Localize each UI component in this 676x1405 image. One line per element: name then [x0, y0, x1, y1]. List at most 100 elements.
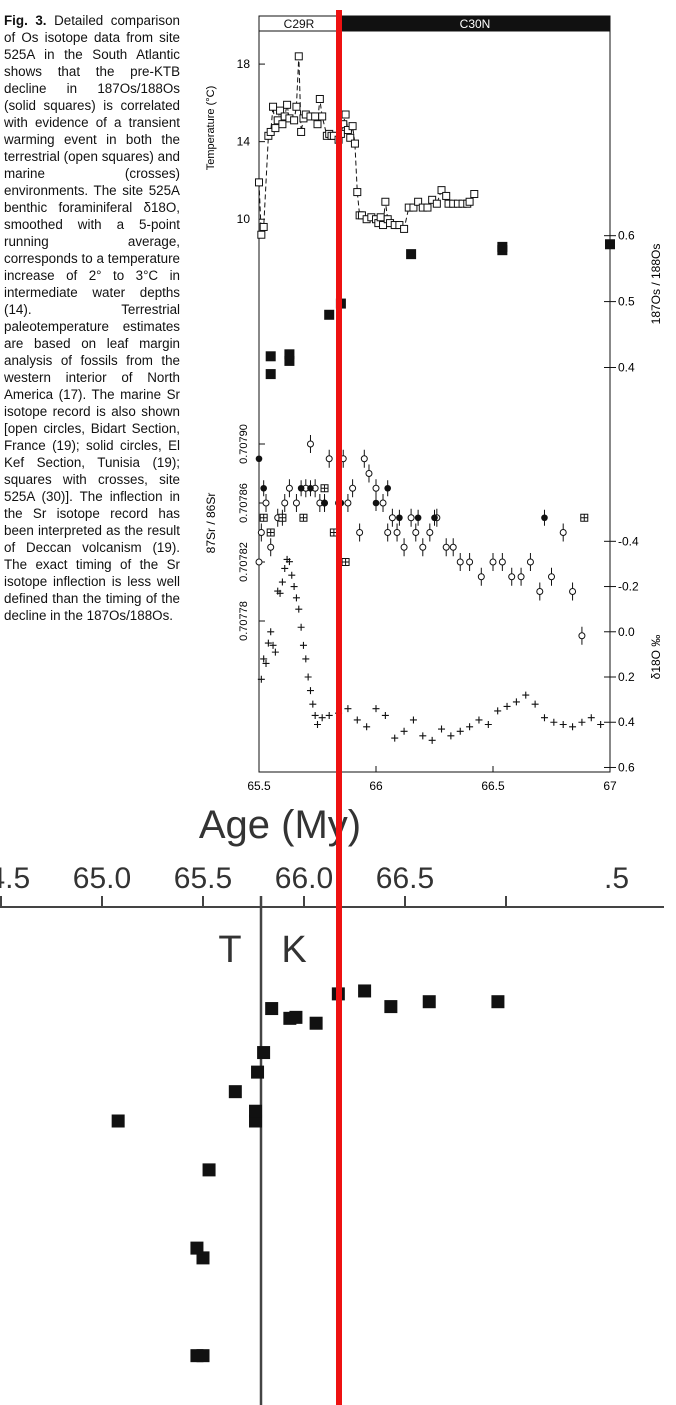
d18o-tick-label: 0.0	[618, 625, 635, 639]
sr-525a-cross	[267, 529, 275, 536]
lower-os-point	[309, 1016, 323, 1030]
sr-bidart-point	[281, 499, 289, 507]
sr-bidart-point	[407, 514, 415, 522]
terrestrial-temperature-point	[341, 110, 350, 119]
sr-bidart-point	[267, 543, 275, 551]
d18o-point	[381, 711, 389, 719]
terrestrial-temperature-point	[400, 224, 409, 233]
d18o-point	[475, 716, 483, 724]
sr-bidart-point	[517, 573, 525, 581]
upper-data	[255, 52, 615, 744]
lower-os-point	[196, 1349, 210, 1363]
d18o-tick-label: -0.2	[618, 580, 639, 594]
d18o-point	[288, 571, 296, 579]
d18o-point	[438, 725, 446, 733]
d18o-axis-label: δ18O ‰	[649, 635, 663, 680]
sr-bidart-point	[372, 484, 380, 492]
upper-axes: 65.5 66 66.5 67 18 14 10 0.6 0.5 0.4 0.70790 0.7078…	[237, 57, 639, 793]
d18o-tick-label: 0.6	[618, 760, 635, 774]
d18o-point	[267, 628, 275, 636]
sr-elkef-point	[321, 499, 328, 507]
terrestrial-temperature-point	[423, 203, 432, 212]
sr-bidart-point	[393, 529, 401, 536]
sr-bidart-point	[255, 558, 263, 566]
terrestrial-temperature-point	[313, 120, 322, 129]
lower-os-point	[202, 1163, 216, 1177]
d18o-point	[318, 714, 326, 722]
lower-x-tick-label: 65.5	[174, 862, 232, 895]
upper-plot-frame	[258, 15, 611, 773]
terrestrial-temperature-point	[315, 94, 324, 103]
terrestrial-temperature-point	[414, 197, 423, 206]
d18o-point	[522, 691, 530, 699]
sr-bidart-point	[442, 543, 450, 551]
lower-os-point	[111, 1114, 125, 1128]
terrestrial-temperature-point	[283, 100, 292, 109]
terrestrial-temperature-point	[353, 188, 362, 197]
d18o-point	[306, 687, 314, 695]
d18o-point	[295, 605, 303, 613]
d18o-point	[290, 583, 298, 591]
sr-bidart-point	[257, 529, 265, 536]
d18o-point	[587, 714, 595, 722]
x-tick-label: 66	[369, 779, 383, 793]
d18o-point	[540, 714, 548, 722]
caption-text: Detailed comparison of Os isotope data f…	[4, 13, 180, 623]
age-axis-title: Age (My)	[199, 803, 361, 847]
sr-elkef-point	[414, 514, 422, 522]
d18o-point	[281, 564, 289, 572]
lower-chart: Age (My) 64.5 65.0 65.5 66.0 66.5 .5 T K	[0, 803, 664, 1405]
d18o-point	[363, 723, 371, 731]
terrestrial-temperature-point	[470, 190, 479, 199]
lower-x-tick-label: .5	[604, 862, 629, 895]
lower-os-point	[358, 984, 372, 998]
d18o-point	[344, 705, 352, 713]
sr-bidart-point	[526, 558, 534, 566]
d18o-point	[299, 641, 307, 649]
terrestrial-temperature-point	[437, 186, 446, 195]
temperature-dashed-line	[258, 56, 475, 235]
terrestrial-temperature-point	[381, 197, 390, 206]
d18o-point	[353, 716, 361, 724]
lower-os-point	[249, 1114, 263, 1128]
lower-data	[111, 984, 505, 1363]
sr-bidart-point	[356, 529, 364, 536]
x-tick-label: 66.5	[481, 779, 505, 793]
lower-os-point	[289, 1010, 303, 1024]
d18o-tick-label: 0.4	[618, 715, 635, 729]
sr-elkef-point	[255, 455, 263, 463]
sr-525a-cross	[278, 514, 286, 522]
os-ratio-point	[406, 249, 417, 260]
upper-chart: C29R C30N 65.5 66 66.5 67 18 14 10 0.6 0.5 0.4 0.7…	[204, 15, 663, 793]
d18o-point	[260, 655, 268, 663]
d18o-point	[409, 716, 417, 724]
sr-elkef-point	[297, 484, 305, 492]
sr-bidart-point	[388, 514, 396, 522]
sr-elkef-point	[260, 484, 267, 492]
sr-bidart-point	[400, 543, 408, 551]
terrestrial-temperature-point	[292, 102, 301, 111]
sr-bidart-point	[285, 484, 293, 492]
d18o-point	[302, 655, 310, 663]
d18o-point	[597, 721, 605, 729]
sr-bidart-point	[569, 588, 577, 595]
lower-os-point	[251, 1065, 265, 1079]
lower-x-tick-label: 64.5	[0, 862, 30, 895]
d18o-point	[372, 705, 380, 713]
terrestrial-temperature-point	[257, 230, 266, 239]
os-ratio-point	[265, 369, 276, 380]
d18o-point	[262, 659, 270, 667]
lower-os-point	[228, 1085, 242, 1099]
sr-525a-cross	[321, 484, 329, 492]
os-ratio-point	[605, 239, 615, 250]
caption-lead: Fig. 3.	[4, 13, 47, 28]
d18o-point	[559, 721, 567, 729]
d18o-point	[309, 700, 317, 708]
d18o-point	[550, 718, 558, 726]
figure-caption: Fig. 3. Detailed comparison of Os isotop…	[4, 12, 180, 624]
sr-bidart-point	[384, 529, 392, 536]
terrestrial-temperature-point	[271, 124, 280, 133]
sr-bidart-point	[477, 573, 485, 581]
sr-bidart-point	[262, 499, 270, 507]
terrestrial-temperature-point	[278, 120, 287, 129]
